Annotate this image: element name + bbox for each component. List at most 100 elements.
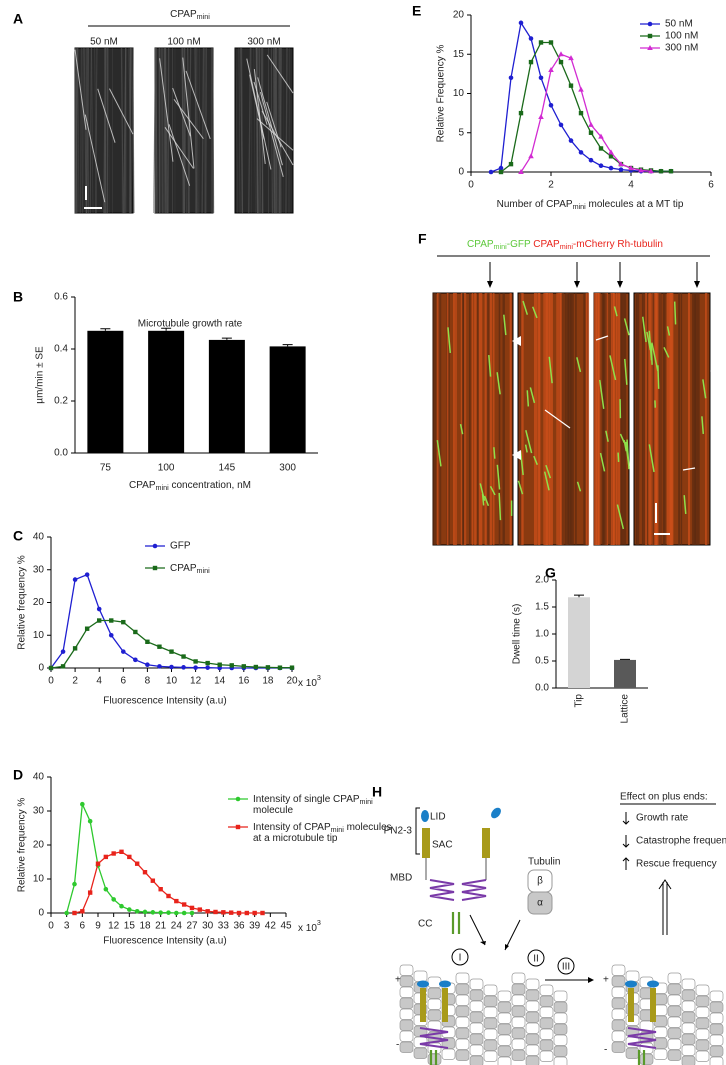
- tubulin-subunit: [455, 1027, 470, 1039]
- kymo-texture: [181, 47, 184, 214]
- marker: [205, 909, 210, 914]
- arrowhead-marker: [710, 366, 719, 376]
- tubulin-subunit: [611, 1030, 626, 1042]
- tubulin-subunit: [469, 1055, 484, 1065]
- kymo-texture: [194, 47, 198, 214]
- arrow-head: [574, 281, 580, 288]
- marker: [628, 165, 634, 171]
- x-tick-label: 8: [145, 676, 151, 687]
- tubulin-subunit: [525, 1044, 540, 1056]
- text-part: mini: [494, 242, 508, 251]
- kymo-texture: [89, 47, 92, 214]
- kymograph: [517, 292, 589, 546]
- tubulin-subunit: [399, 1030, 414, 1042]
- marker: [127, 854, 132, 860]
- concentration-label: 100 nM: [167, 37, 200, 48]
- x-tick-label: 18: [139, 921, 151, 932]
- marker: [538, 40, 544, 45]
- tubulin-subunit: [399, 1008, 414, 1020]
- double-arrow: [658, 879, 672, 935]
- marker: [150, 910, 156, 915]
- tubulin-subunit: [525, 1000, 540, 1012]
- marker: [174, 910, 179, 916]
- end-label: -: [604, 1045, 607, 1056]
- kymo-streak: [185, 70, 211, 140]
- tubulin-subunit: [483, 995, 498, 1007]
- tubulin-subunit: [539, 1039, 554, 1051]
- kymo-texture: [277, 47, 279, 214]
- end-label: +: [603, 975, 609, 986]
- tubulin-subunit: [681, 1033, 696, 1045]
- tubulin-subunit: [695, 1017, 710, 1029]
- tubulin-subunit: [553, 1012, 568, 1024]
- tubulin-subunit: [695, 984, 710, 996]
- marker: [134, 909, 140, 914]
- kymo-streak: [617, 452, 620, 463]
- arrow-head: [487, 281, 493, 288]
- legend-marker: [235, 796, 241, 802]
- marker: [64, 910, 69, 916]
- kymo-streak: [503, 314, 507, 336]
- error-bar: [161, 327, 172, 331]
- x-tick-label: 33: [218, 921, 230, 932]
- sac-domain: [442, 988, 448, 1022]
- x-tick-label: 14: [214, 676, 226, 687]
- kymo-texture: [234, 47, 236, 214]
- tubulin-subunit: [639, 1053, 654, 1065]
- marker: [72, 646, 78, 651]
- x-tick-label: 4: [96, 676, 102, 687]
- tubulin-subunit: [399, 1019, 414, 1031]
- legend-marker: [152, 543, 158, 549]
- panel-letter: H: [372, 784, 382, 800]
- legend-label: at a microtubule tip: [253, 833, 338, 844]
- marker: [205, 665, 210, 670]
- tubulin-subunit: [667, 994, 682, 1006]
- tubulin-subunit: [667, 1049, 682, 1061]
- marker: [103, 886, 109, 892]
- marker: [229, 663, 234, 668]
- kymo-texture: [251, 47, 254, 214]
- y-axis-label: Relative frequency %: [17, 555, 28, 650]
- tubulin-subunit: [611, 986, 626, 998]
- kymo-streak: [576, 481, 582, 492]
- kymo-streak: [496, 372, 501, 395]
- x-tick-label: 75: [100, 463, 112, 474]
- marker: [289, 665, 295, 670]
- marker: [158, 910, 163, 915]
- x-tick-label: 21: [155, 921, 167, 932]
- kymo-streak: [532, 306, 538, 319]
- effect-label: Rescue frequency: [636, 859, 717, 870]
- kymo-streak: [623, 318, 630, 336]
- x-axis-label: Number of CPAPmini molecules at a MT tip: [497, 199, 684, 211]
- lid-domain: [421, 810, 429, 822]
- concentration-label: 50 nM: [90, 37, 118, 48]
- tubulin-subunit: [497, 1045, 512, 1057]
- kymograph: [234, 47, 294, 214]
- lid-domain: [491, 807, 501, 819]
- alpha-tubulin: [527, 891, 553, 915]
- text-part: CPAP: [170, 9, 197, 20]
- legend-label: 50 nM: [665, 19, 693, 30]
- y-tick-label: 0: [458, 167, 464, 178]
- kymo-streak: [266, 101, 282, 148]
- panel-letter: C: [13, 528, 23, 544]
- x-tick-label: 0: [48, 921, 54, 932]
- sac-domain: [628, 988, 634, 1022]
- marker: [127, 907, 132, 912]
- tubulin-subunit: [455, 983, 470, 995]
- kymo-streak: [666, 326, 671, 336]
- end-label: -: [396, 1040, 399, 1051]
- y-tick-label: 40: [33, 532, 45, 543]
- kymo-streak: [642, 316, 647, 343]
- marker: [119, 903, 124, 909]
- kymo-streak: [683, 495, 687, 515]
- kymo-texture: [260, 47, 262, 214]
- kymo-streak: [447, 327, 452, 353]
- tubulin-subunit: [695, 1028, 710, 1040]
- x-tick-label: 145: [219, 463, 236, 474]
- tubulin-subunit: [539, 984, 554, 996]
- lid-domain: [647, 980, 659, 988]
- marker: [568, 55, 574, 61]
- x-tick-label: 0: [48, 676, 54, 687]
- panel-letter: A: [13, 11, 23, 27]
